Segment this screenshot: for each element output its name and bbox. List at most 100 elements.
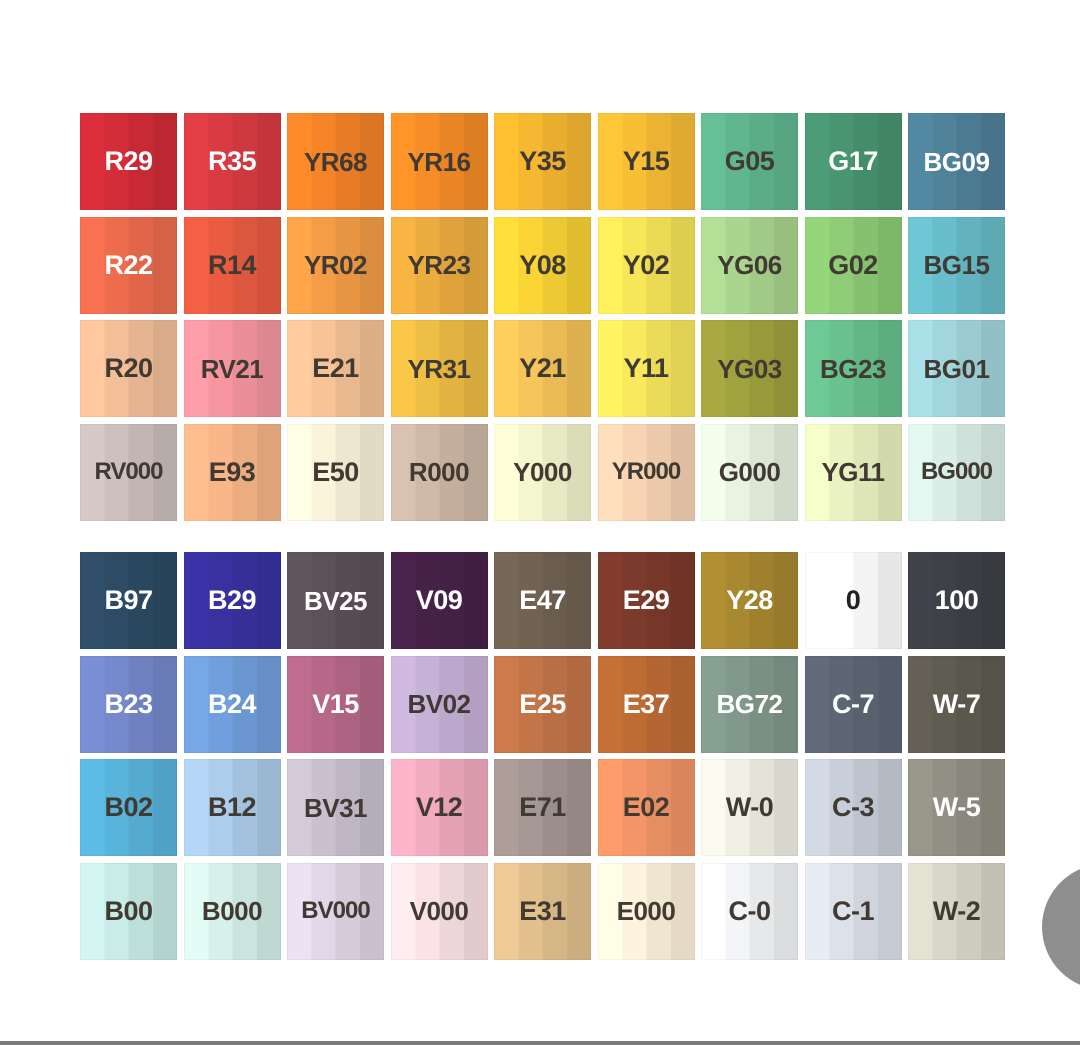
- swatch-label: C-1: [831, 895, 875, 926]
- swatch-label: B29: [207, 585, 257, 615]
- swatch-label: YR23: [407, 250, 471, 280]
- swatch-label: RV21: [200, 353, 264, 384]
- swatch-label: V12: [415, 792, 463, 822]
- swatch-G17: G17: [804, 113, 902, 210]
- swatch-label: B24: [207, 688, 257, 719]
- swatch-label: E000: [616, 896, 676, 926]
- swatch-label: Y15: [622, 146, 670, 176]
- swatch-label: B00: [104, 895, 153, 926]
- swatch-label: C-7: [831, 688, 875, 719]
- swatch-label: R22: [104, 249, 153, 280]
- swatch-R20: R20: [80, 320, 177, 417]
- swatch-label: E71: [519, 792, 566, 822]
- swatch-label: YR02: [303, 250, 368, 280]
- swatch-label: BV000: [301, 897, 370, 924]
- swatch-E29: E29: [597, 552, 695, 649]
- swatch-E93: E93: [183, 423, 281, 521]
- swatch-block-1: R29 R35 YR68 YR16 Y35 Y15 G05 G17 BG09 R22 R14 YR02…: [80, 113, 1005, 521]
- swatch-label: 0: [845, 585, 861, 615]
- swatch-B97: B97: [80, 552, 177, 649]
- swatch-label: E02: [622, 792, 670, 822]
- swatch-label: Y08: [519, 249, 566, 280]
- swatch-label: V09: [415, 585, 463, 615]
- swatch-label: E21: [312, 353, 359, 383]
- swatch-B12: B12: [183, 759, 281, 856]
- swatch-Y28: Y28: [701, 552, 798, 649]
- swatch-label: C-0: [728, 895, 771, 926]
- swatch-label: YR31: [407, 353, 471, 384]
- swatch-label: B23: [104, 688, 153, 719]
- swatch-C-1: C-1: [804, 862, 902, 960]
- swatch-label: W-7: [932, 688, 981, 719]
- swatch-label: Y11: [623, 353, 669, 383]
- swatch-W-7: W-7: [908, 655, 1005, 753]
- swatch-BG01: BG01: [908, 320, 1005, 417]
- swatch-YR02: YR02: [287, 216, 384, 314]
- swatch-G000: G000: [701, 423, 798, 521]
- swatch-label: BV31: [303, 792, 368, 823]
- swatch-label: E25: [519, 688, 566, 719]
- swatch-BG000: BG000: [908, 423, 1005, 521]
- swatch-label: 100: [934, 585, 979, 615]
- swatch-BV000: BV000: [287, 862, 384, 960]
- swatch-BV02: BV02: [390, 655, 488, 753]
- swatch-Y08: Y08: [494, 216, 591, 314]
- swatch-E31: E31: [494, 862, 591, 960]
- swatch-RV000: RV000: [80, 423, 177, 521]
- swatch-B24: B24: [183, 655, 281, 753]
- swatch-Y000: Y000: [494, 423, 591, 521]
- swatch-E25: E25: [494, 655, 591, 753]
- swatch-YG11: YG11: [804, 423, 902, 521]
- swatch-B23: B23: [80, 655, 177, 753]
- swatch-BV25: BV25: [287, 552, 384, 649]
- swatch-G02: G02: [804, 216, 902, 314]
- swatch-label: E37: [622, 688, 670, 719]
- swatch-label: G02: [828, 249, 878, 280]
- swatch-label: E50: [312, 456, 359, 487]
- swatch-label: YG03: [717, 353, 782, 384]
- swatch-0: 0: [804, 552, 902, 649]
- swatch-B29: B29: [183, 552, 281, 649]
- swatch-label: BG09: [923, 146, 990, 177]
- swatch-label: G05: [724, 146, 775, 176]
- swatch-C-0: C-0: [701, 862, 798, 960]
- swatch-label: BV25: [303, 585, 368, 616]
- swatch-label: Y28: [726, 585, 773, 615]
- swatch-E21: E21: [287, 320, 384, 417]
- swatch-E47: E47: [494, 552, 591, 649]
- swatch-label: W-5: [932, 792, 981, 822]
- swatch-100: 100: [908, 552, 1005, 649]
- swatch-label: YR68: [303, 146, 368, 177]
- swatch-W-0: W-0: [701, 759, 798, 856]
- swatch-label: Y02: [622, 249, 670, 280]
- swatch-label: Y35: [519, 146, 566, 176]
- swatch-label: BG72: [716, 689, 783, 719]
- swatch-B00: B00: [80, 862, 177, 960]
- swatch-E02: E02: [597, 759, 695, 856]
- swatch-label: B12: [207, 792, 257, 822]
- swatch-E71: E71: [494, 759, 591, 856]
- swatch-C-3: C-3: [804, 759, 902, 856]
- swatch-label: G000: [718, 457, 781, 487]
- bottom-divider: [0, 1041, 1080, 1045]
- swatch-W-5: W-5: [908, 759, 1005, 856]
- swatch-Y35: Y35: [494, 113, 591, 210]
- swatch-label: R29: [104, 146, 153, 176]
- swatch-label: E29: [622, 585, 670, 615]
- swatch-R000: R000: [390, 423, 488, 521]
- swatch-RV21: RV21: [183, 320, 281, 417]
- swatch-label: BG000: [920, 458, 993, 485]
- swatch-B02: B02: [80, 759, 177, 856]
- swatch-YR000: YR000: [597, 423, 695, 521]
- swatch-W-2: W-2: [908, 862, 1005, 960]
- swatch-label: RV000: [94, 458, 164, 485]
- swatch-R22: R22: [80, 216, 177, 314]
- swatch-V15: V15: [287, 655, 384, 753]
- swatch-R29: R29: [80, 113, 177, 210]
- swatch-C-7: C-7: [804, 655, 902, 753]
- swatch-label: R20: [104, 353, 153, 383]
- swatch-YR16: YR16: [390, 113, 488, 210]
- swatch-label: R000: [408, 457, 470, 487]
- swatch-label: B000: [201, 896, 263, 926]
- carousel-next-button[interactable]: [1042, 864, 1080, 990]
